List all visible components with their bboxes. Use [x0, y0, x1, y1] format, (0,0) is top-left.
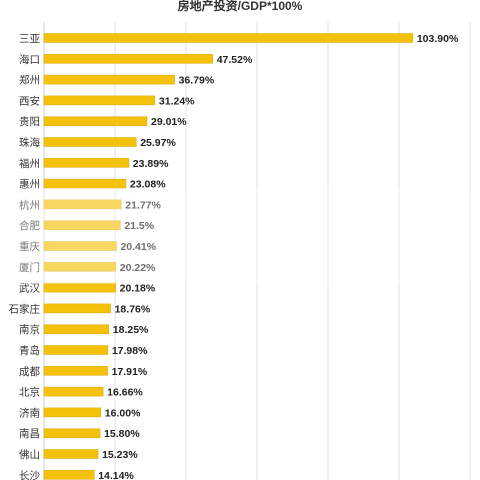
category-label: 厦门 — [19, 261, 40, 274]
category-label: 三亚 — [19, 33, 40, 45]
labels: 三亚 103.90% 海口 47.52% 郑州 36.79% 西安 31.24% 贵阳 29.01… — [9, 33, 459, 480]
bar — [43, 262, 117, 272]
value-label: 17.91% — [112, 366, 148, 378]
value-label: 18.76% — [115, 303, 151, 315]
bar — [43, 74, 175, 85]
bar — [43, 386, 104, 397]
category-label: 青岛 — [19, 344, 40, 357]
bar — [43, 282, 116, 293]
bar — [43, 178, 127, 189]
bar — [43, 220, 121, 230]
bar — [43, 428, 101, 438]
value-label: 21.5% — [124, 220, 154, 232]
value-label: 20.41% — [120, 241, 156, 253]
category-label: 南昌 — [19, 427, 40, 440]
category-label: 贵阳 — [19, 115, 40, 128]
bar — [43, 116, 148, 126]
bar — [43, 470, 95, 480]
value-label: 47.52% — [217, 54, 253, 66]
chart-title: 房地产投资/GDP*100% — [178, 0, 303, 13]
category-label: 南京 — [19, 323, 40, 336]
bar — [43, 303, 111, 314]
bar — [43, 407, 102, 418]
value-label: 23.89% — [133, 158, 169, 170]
bar — [43, 366, 108, 376]
value-label: 15.23% — [102, 449, 138, 461]
bar — [43, 345, 109, 355]
value-label: 17.98% — [112, 345, 148, 357]
category-label: 石家庄 — [9, 302, 41, 315]
bar — [43, 33, 414, 43]
value-label: 15.80% — [104, 428, 140, 440]
value-label: 16.66% — [107, 387, 143, 399]
bar — [43, 95, 156, 106]
bar — [43, 241, 117, 251]
value-label: 103.90% — [417, 33, 459, 45]
category-label: 福州 — [19, 157, 40, 170]
value-label: 14.14% — [98, 470, 134, 480]
value-label: 20.22% — [120, 262, 156, 274]
value-label: 20.18% — [120, 283, 156, 295]
bar — [43, 137, 137, 147]
category-label: 北京 — [19, 386, 40, 399]
category-label: 济南 — [19, 406, 40, 419]
category-label: 长沙 — [19, 470, 40, 480]
category-label: 合肥 — [19, 219, 40, 232]
bar — [43, 199, 122, 210]
category-label: 佛山 — [19, 448, 40, 461]
value-label: 29.01% — [151, 116, 187, 128]
value-label: 18.25% — [113, 324, 149, 336]
category-label: 武汉 — [19, 282, 40, 295]
value-label: 23.08% — [130, 179, 166, 191]
value-label: 16.00% — [105, 407, 141, 419]
bar — [43, 54, 213, 64]
category-label: 惠州 — [19, 178, 40, 191]
category-label: 海口 — [19, 53, 40, 66]
category-label: 西安 — [19, 94, 40, 107]
category-label: 成都 — [19, 366, 40, 378]
bars — [43, 33, 414, 480]
category-label: 重庆 — [19, 240, 40, 253]
value-label: 21.77% — [125, 199, 161, 211]
value-label: 25.97% — [140, 137, 176, 149]
category-label: 郑州 — [19, 74, 40, 87]
category-label: 珠海 — [19, 136, 40, 149]
value-label: 31.24% — [159, 95, 195, 107]
category-label: 杭州 — [19, 198, 40, 211]
bar — [43, 324, 110, 334]
bar — [43, 158, 130, 168]
bar — [43, 449, 99, 459]
value-label: 36.79% — [179, 75, 215, 87]
